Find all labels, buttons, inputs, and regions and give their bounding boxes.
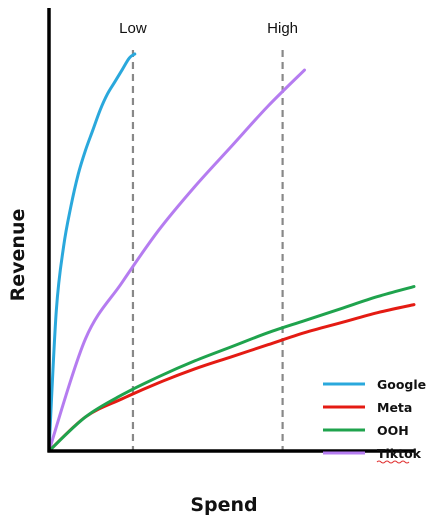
legend-label-google: Google (377, 377, 426, 392)
series-line-meta (47, 303, 416, 453)
series-line-google (47, 52, 137, 453)
x-axis-title: Spend (190, 494, 257, 516)
legend-label-meta: Meta (377, 400, 412, 415)
plot-area: Low High (47, 8, 416, 453)
legend-label-ooh: OOH (377, 423, 409, 438)
reference-label-low: Low (119, 20, 147, 37)
series-line-tiktok (47, 68, 306, 453)
spellcheck-underline (376, 460, 410, 464)
reference-label-high: High (267, 20, 298, 37)
legend: Google Meta OOH Tiktok (323, 377, 426, 464)
legend-label-tiktok: Tiktok (377, 446, 422, 461)
y-axis-title: Revenue (7, 209, 29, 302)
series-line-ooh (47, 285, 416, 453)
